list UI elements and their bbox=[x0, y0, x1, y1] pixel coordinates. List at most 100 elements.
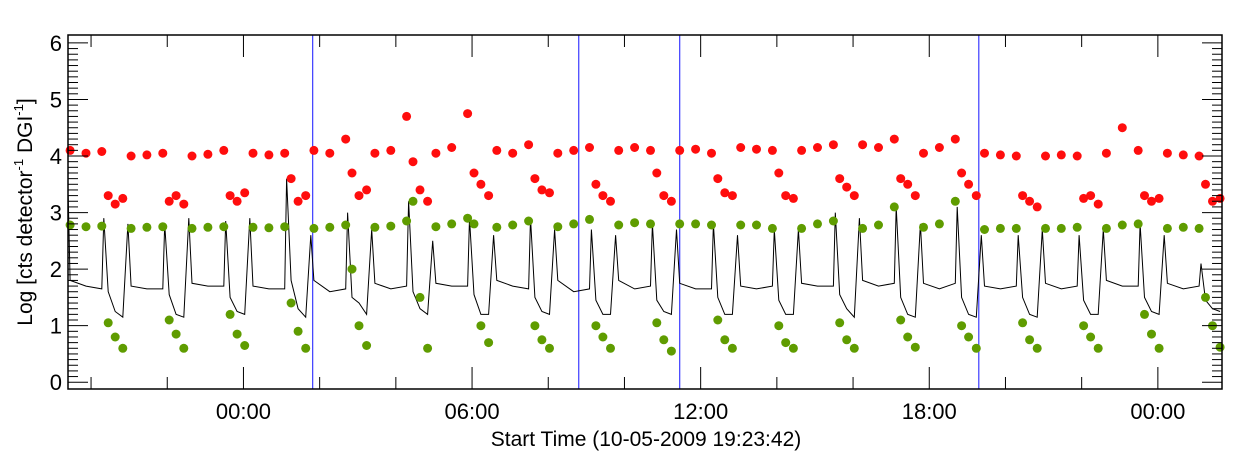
red_series-point bbox=[1194, 151, 1204, 161]
green_series-point bbox=[431, 222, 441, 232]
green_series-point bbox=[341, 220, 351, 230]
green_series-point bbox=[469, 219, 479, 229]
red_series-point bbox=[286, 174, 296, 184]
red_series-point bbox=[950, 134, 960, 144]
green_series-point bbox=[919, 222, 928, 232]
red_series-point bbox=[142, 150, 152, 160]
red_series-point bbox=[484, 191, 494, 201]
red_series-point bbox=[1147, 196, 1156, 206]
green_series-point bbox=[415, 292, 425, 302]
red_series-point bbox=[614, 145, 624, 155]
red_series-point bbox=[1011, 151, 1021, 161]
green_series-point bbox=[1093, 343, 1103, 353]
green_series-point bbox=[423, 343, 433, 353]
green_series-point bbox=[606, 343, 615, 353]
red_series-point bbox=[219, 145, 229, 155]
red_series-point bbox=[171, 191, 181, 201]
green_series-point bbox=[240, 341, 250, 350]
green_series-point bbox=[301, 343, 311, 353]
green_series-point bbox=[293, 326, 303, 336]
red_series-point bbox=[691, 144, 701, 154]
green_series-point bbox=[964, 332, 974, 342]
red_series-point bbox=[301, 191, 311, 201]
y-axis-label-part: ] bbox=[14, 98, 37, 104]
x-axis-label: Start Time (10-05-2009 19:23:42) bbox=[491, 428, 802, 451]
red_series-point bbox=[858, 140, 868, 150]
green_series-point bbox=[995, 223, 1005, 233]
green_series-point bbox=[652, 318, 662, 328]
red_series-point bbox=[1201, 179, 1210, 189]
red_series-point bbox=[81, 148, 91, 158]
green_series-point bbox=[666, 346, 676, 356]
red_series-point bbox=[476, 179, 486, 189]
green_series-point bbox=[569, 219, 579, 229]
green_series-point bbox=[1072, 222, 1082, 232]
green_series-point bbox=[1079, 321, 1089, 331]
green_series-point bbox=[81, 222, 91, 232]
green_series-point bbox=[1178, 222, 1188, 232]
red_series-point bbox=[666, 196, 676, 206]
red_series-point bbox=[325, 148, 335, 158]
green_series-point bbox=[248, 222, 258, 232]
green_series-point bbox=[828, 216, 838, 226]
red_series-point bbox=[537, 185, 547, 195]
red_series-point bbox=[842, 182, 852, 192]
y-tick-label: 4 bbox=[50, 144, 62, 169]
red_series-point bbox=[347, 168, 357, 178]
red_series-point bbox=[164, 196, 174, 206]
red_series-point bbox=[545, 188, 554, 198]
green_series-point bbox=[1011, 223, 1021, 233]
red_series-point bbox=[675, 145, 685, 155]
red_series-point bbox=[1101, 148, 1111, 158]
red_series-point bbox=[874, 143, 883, 152]
green_series-point bbox=[545, 343, 554, 353]
red_series-point bbox=[203, 149, 213, 159]
green_series-point bbox=[675, 219, 685, 229]
green_series-point bbox=[164, 315, 174, 325]
red_series-point bbox=[659, 191, 669, 201]
green_series-point bbox=[553, 222, 563, 232]
green_series-point bbox=[874, 220, 883, 230]
green_series-point bbox=[591, 321, 601, 331]
green_series-point bbox=[813, 219, 822, 229]
y-axis-label-part: Log [cts detector bbox=[14, 170, 37, 325]
red_series-point bbox=[1025, 196, 1035, 206]
green_series-point bbox=[508, 220, 518, 230]
green_series-point bbox=[370, 222, 380, 232]
green_series-point bbox=[309, 223, 319, 233]
y-axis-label: Log [cts detector-1 DGI-1] bbox=[11, 98, 37, 325]
green_series-point bbox=[158, 222, 168, 232]
green_series-point bbox=[142, 222, 152, 232]
red_series-point bbox=[767, 145, 777, 155]
green_series-point bbox=[110, 332, 120, 342]
red_series-point bbox=[232, 196, 242, 206]
red_series-point bbox=[553, 148, 563, 158]
green_series-point bbox=[1194, 223, 1204, 233]
green_series-point bbox=[842, 335, 852, 345]
green_series-point bbox=[1133, 219, 1143, 229]
green_series-point bbox=[598, 332, 608, 342]
red_series-point bbox=[1154, 193, 1164, 203]
red_series-point bbox=[158, 148, 168, 158]
red_series-point bbox=[524, 140, 534, 150]
green_series-point bbox=[1041, 223, 1050, 233]
red_series-point bbox=[957, 168, 967, 178]
green_series-point bbox=[179, 343, 189, 353]
green_series-point bbox=[126, 223, 136, 233]
red_series-point bbox=[1133, 145, 1143, 155]
red_series-point bbox=[652, 168, 662, 178]
y-tick-label: 3 bbox=[50, 201, 62, 226]
green_series-point bbox=[630, 218, 640, 228]
green_series-point bbox=[530, 321, 540, 331]
red_series-point bbox=[964, 179, 974, 189]
red_series-point bbox=[980, 148, 989, 158]
red_series-point bbox=[736, 143, 746, 152]
red_series-point bbox=[103, 191, 113, 201]
green_series-point bbox=[65, 220, 75, 230]
green_series-point bbox=[1215, 342, 1225, 352]
x-tick-label: 06:00 bbox=[445, 399, 500, 424]
red_series-point bbox=[1032, 202, 1042, 212]
red_series-point bbox=[849, 191, 859, 201]
green_series-point bbox=[752, 220, 761, 230]
